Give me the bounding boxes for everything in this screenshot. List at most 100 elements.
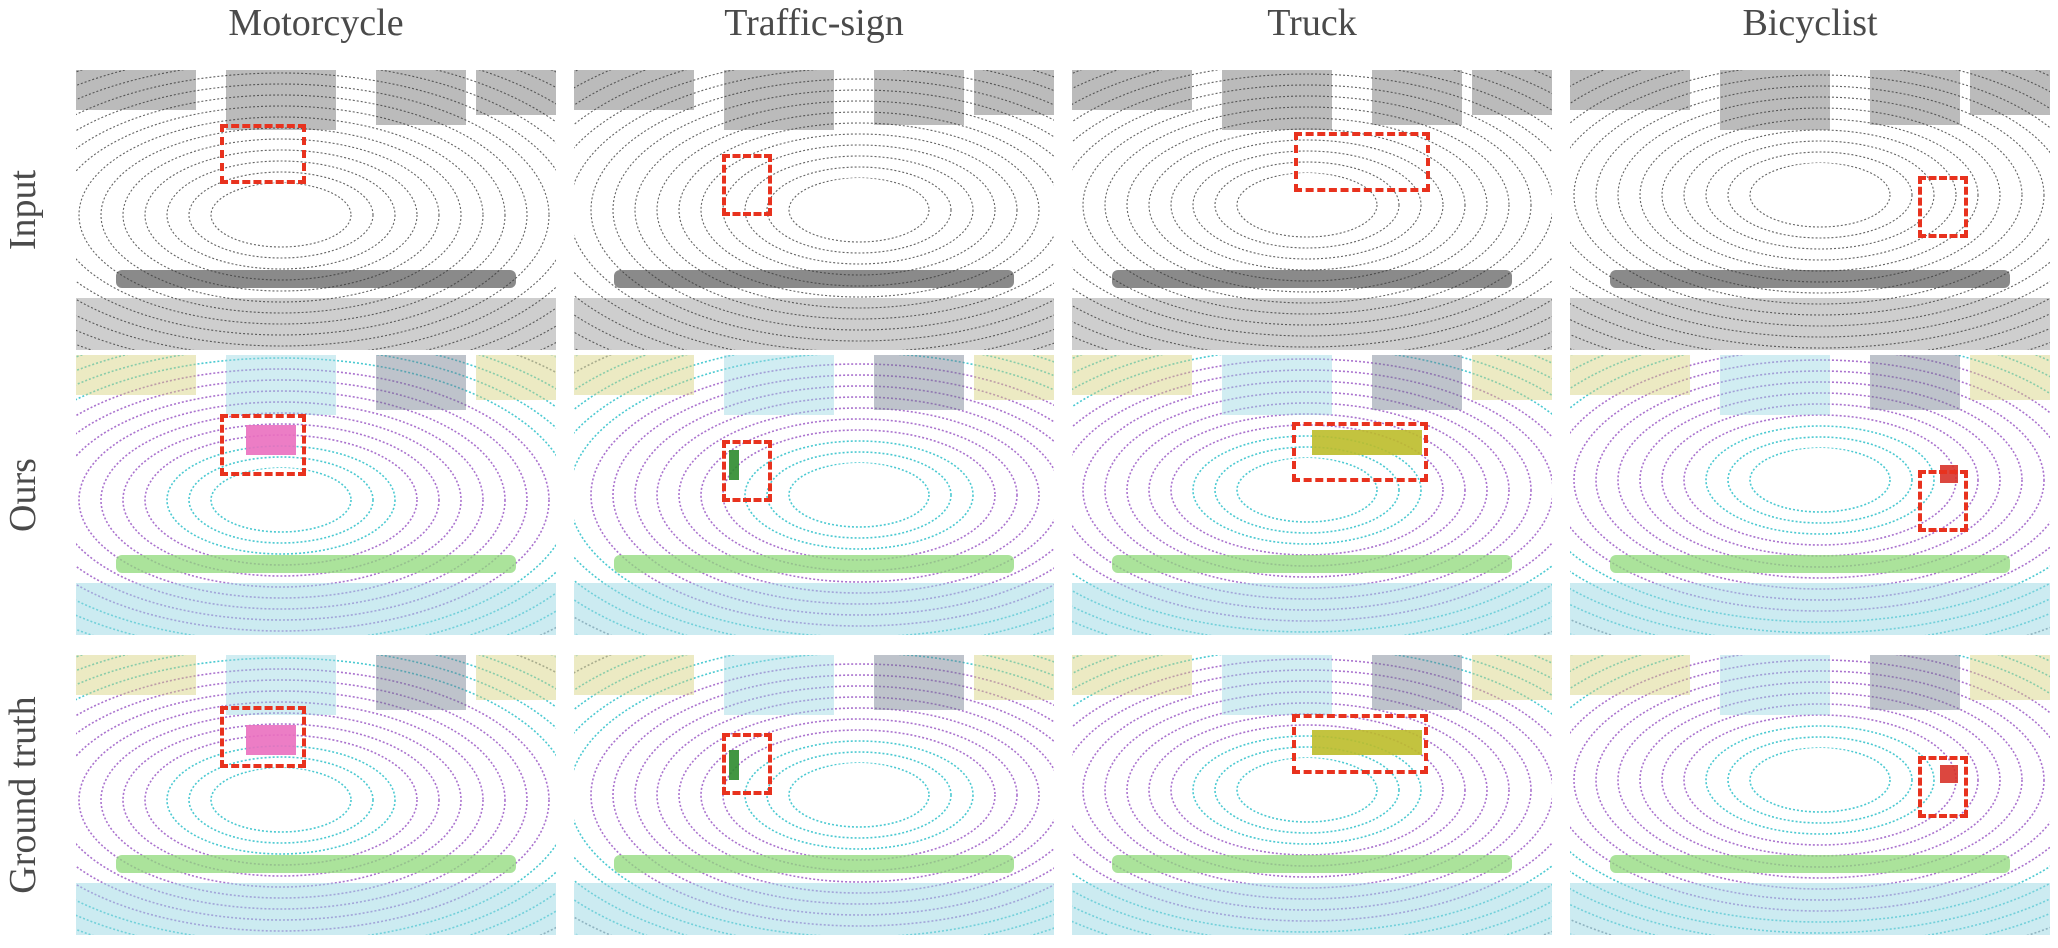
scene-structure bbox=[1472, 355, 1552, 400]
scan-ring bbox=[100, 412, 462, 588]
scan-ring bbox=[766, 451, 952, 539]
panel-ours-motorcycle bbox=[76, 355, 556, 635]
highlight-box-ours-bicyclist bbox=[1918, 470, 1968, 532]
scan-ring bbox=[144, 149, 418, 281]
row-label-ours: Ours bbox=[0, 355, 46, 635]
highlighted-object bbox=[729, 750, 739, 780]
scan-ring bbox=[722, 729, 996, 861]
column-title-motorcycle: Motorcycle bbox=[228, 2, 404, 44]
scene-structure bbox=[1222, 655, 1332, 715]
scan-ring bbox=[766, 166, 952, 254]
scan-ring bbox=[166, 160, 396, 270]
scene-structure bbox=[874, 70, 964, 125]
point-cloud-render bbox=[574, 655, 1054, 935]
scan-ring bbox=[1104, 391, 1510, 589]
scene-structure bbox=[1372, 655, 1462, 710]
scan-ring bbox=[100, 127, 462, 303]
ground-points bbox=[1072, 583, 1552, 635]
column-title-bicyclist: Bicyclist bbox=[1742, 2, 1878, 44]
scan-ring bbox=[656, 396, 1054, 594]
scan-ring bbox=[76, 379, 528, 621]
scene-structure bbox=[1870, 70, 1960, 125]
ego-vehicle-hole bbox=[219, 183, 343, 243]
scan-ring bbox=[1639, 692, 2001, 868]
row-label-input: Input bbox=[0, 70, 46, 350]
ego-vehicle-hole bbox=[1758, 748, 1882, 808]
scan-ring bbox=[76, 83, 550, 347]
vegetation-strip bbox=[116, 270, 516, 288]
scan-ring bbox=[188, 456, 374, 544]
scan-ring bbox=[76, 105, 506, 325]
scene-structure bbox=[874, 355, 964, 410]
point-cloud-render bbox=[76, 355, 556, 635]
scan-ring bbox=[1705, 425, 1935, 535]
ground-points bbox=[1570, 583, 2050, 635]
highlight-box-gt-motorcycle bbox=[220, 706, 306, 768]
scan-ring bbox=[744, 440, 974, 550]
point-cloud-render bbox=[574, 70, 1054, 350]
highlighted-object bbox=[1940, 765, 1958, 783]
ego-vehicle-hole bbox=[797, 178, 921, 238]
scene-structure bbox=[974, 655, 1054, 700]
ground-points bbox=[574, 883, 1054, 935]
vegetation-strip bbox=[116, 855, 516, 873]
row-label-ours-text: Ours bbox=[2, 458, 44, 532]
row-label-input-text: Input bbox=[2, 169, 44, 251]
scan-ring bbox=[1192, 435, 1422, 545]
scan-ring bbox=[1214, 161, 1400, 249]
point-cloud-render bbox=[1570, 355, 2050, 635]
scan-ring bbox=[1727, 736, 1913, 824]
highlight-box-input-bicyclist bbox=[1918, 176, 1968, 238]
scan-ring bbox=[1639, 107, 2001, 283]
scan-ring bbox=[590, 663, 1054, 927]
ego-vehicle-hole bbox=[1245, 458, 1369, 518]
row-label-ground-truth-text: Ground truth bbox=[2, 696, 44, 894]
vegetation-strip bbox=[1610, 555, 2010, 573]
panel-ours-bicyclist bbox=[1570, 355, 2050, 635]
scene-structure bbox=[1720, 355, 1830, 415]
row-label-ground-truth: Ground truth bbox=[0, 655, 46, 935]
scan-ring bbox=[1126, 402, 1488, 578]
scene-structure bbox=[1570, 70, 1690, 110]
highlighted-object bbox=[729, 450, 739, 480]
panel-ours-truck bbox=[1072, 355, 1552, 635]
scene-structure bbox=[1372, 70, 1462, 125]
scan-ring bbox=[1214, 446, 1400, 534]
scan-ring bbox=[76, 94, 528, 336]
vegetation-strip bbox=[1610, 855, 2010, 873]
scene-structure bbox=[1970, 70, 2050, 115]
scan-ring bbox=[1082, 95, 1532, 315]
scene-structure bbox=[376, 655, 466, 710]
vegetation-strip bbox=[1610, 270, 2010, 288]
scan-ring bbox=[678, 407, 1040, 583]
ground-points bbox=[574, 298, 1054, 350]
scan-ring bbox=[590, 363, 1054, 627]
scene-structure bbox=[1222, 355, 1332, 415]
scan-ring bbox=[1570, 70, 2050, 338]
scan-ring bbox=[1126, 117, 1488, 293]
highlight-box-gt-traffic-sign bbox=[722, 733, 772, 795]
scan-ring bbox=[634, 100, 1054, 320]
ego-vehicle-hole bbox=[1758, 448, 1882, 508]
scene-structure bbox=[1970, 655, 2050, 700]
highlighted-object bbox=[246, 425, 296, 455]
scene-structure bbox=[1472, 70, 1552, 115]
scene-structure bbox=[1570, 355, 1690, 395]
highlight-box-input-traffic-sign bbox=[722, 154, 772, 216]
point-cloud-render bbox=[1072, 355, 1552, 635]
scene-structure bbox=[724, 655, 834, 715]
scene-structure bbox=[1870, 655, 1960, 710]
ground-points bbox=[76, 883, 556, 935]
ground-points bbox=[1072, 298, 1552, 350]
scene-structure bbox=[76, 355, 196, 395]
ego-vehicle-hole bbox=[797, 463, 921, 523]
scan-ring bbox=[76, 668, 550, 932]
panel-input-motorcycle bbox=[76, 70, 556, 350]
highlight-box-input-motorcycle bbox=[220, 124, 306, 184]
scene-structure bbox=[1870, 355, 1960, 410]
highlight-box-ours-truck bbox=[1292, 422, 1428, 482]
scan-ring bbox=[1072, 70, 1552, 348]
scan-ring bbox=[766, 751, 952, 839]
scan-ring bbox=[656, 111, 1054, 309]
ground-points bbox=[76, 298, 556, 350]
